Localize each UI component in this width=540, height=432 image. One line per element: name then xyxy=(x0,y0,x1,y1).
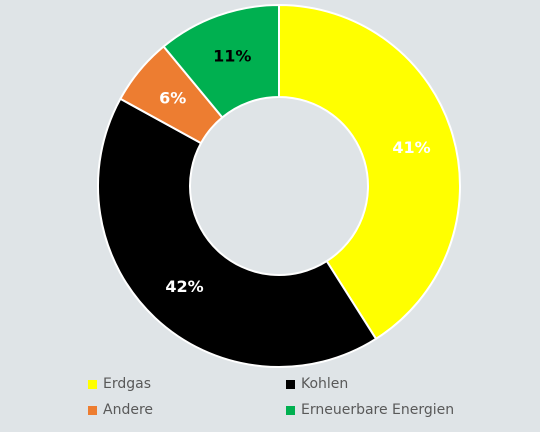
slice-erdgas xyxy=(278,4,461,340)
legend-swatch-kohlen xyxy=(286,379,295,389)
slice-labels: 41% 42% 6% 11% xyxy=(159,47,431,296)
chart-legend: Erdgas Kohlen Andere Erneuerbare Energie… xyxy=(0,372,540,428)
slice-label-andere: 6% xyxy=(159,89,186,108)
slice-erneuerbare-energien xyxy=(162,4,280,119)
legend-item-kohlen: Kohlen xyxy=(286,374,348,394)
slice-label-erneuerbare-energien: 11% xyxy=(213,47,251,66)
donut-chart: 41% 42% 6% 11% xyxy=(97,4,461,368)
donut-slices xyxy=(97,4,461,368)
legend-swatch-erdgas xyxy=(88,379,97,389)
legend-item-andere: Andere xyxy=(88,400,153,420)
legend-swatch-erneuerbare-energien xyxy=(286,405,295,415)
legend-label-erdgas: Erdgas xyxy=(103,376,152,392)
legend-item-erneuerbare-energien: Erneuerbare Energien xyxy=(286,400,454,420)
slice-kohlen xyxy=(97,97,377,368)
legend-label-erneuerbare-energien: Erneuerbare Energien xyxy=(301,402,455,418)
slice-label-kohlen: 42% xyxy=(165,277,203,296)
legend-label-kohlen: Kohlen xyxy=(301,376,349,392)
legend-label-andere: Andere xyxy=(103,402,154,418)
legend-swatch-andere xyxy=(88,405,97,415)
slice-label-erdgas: 41% xyxy=(392,138,430,157)
legend-item-erdgas: Erdgas xyxy=(88,374,151,394)
